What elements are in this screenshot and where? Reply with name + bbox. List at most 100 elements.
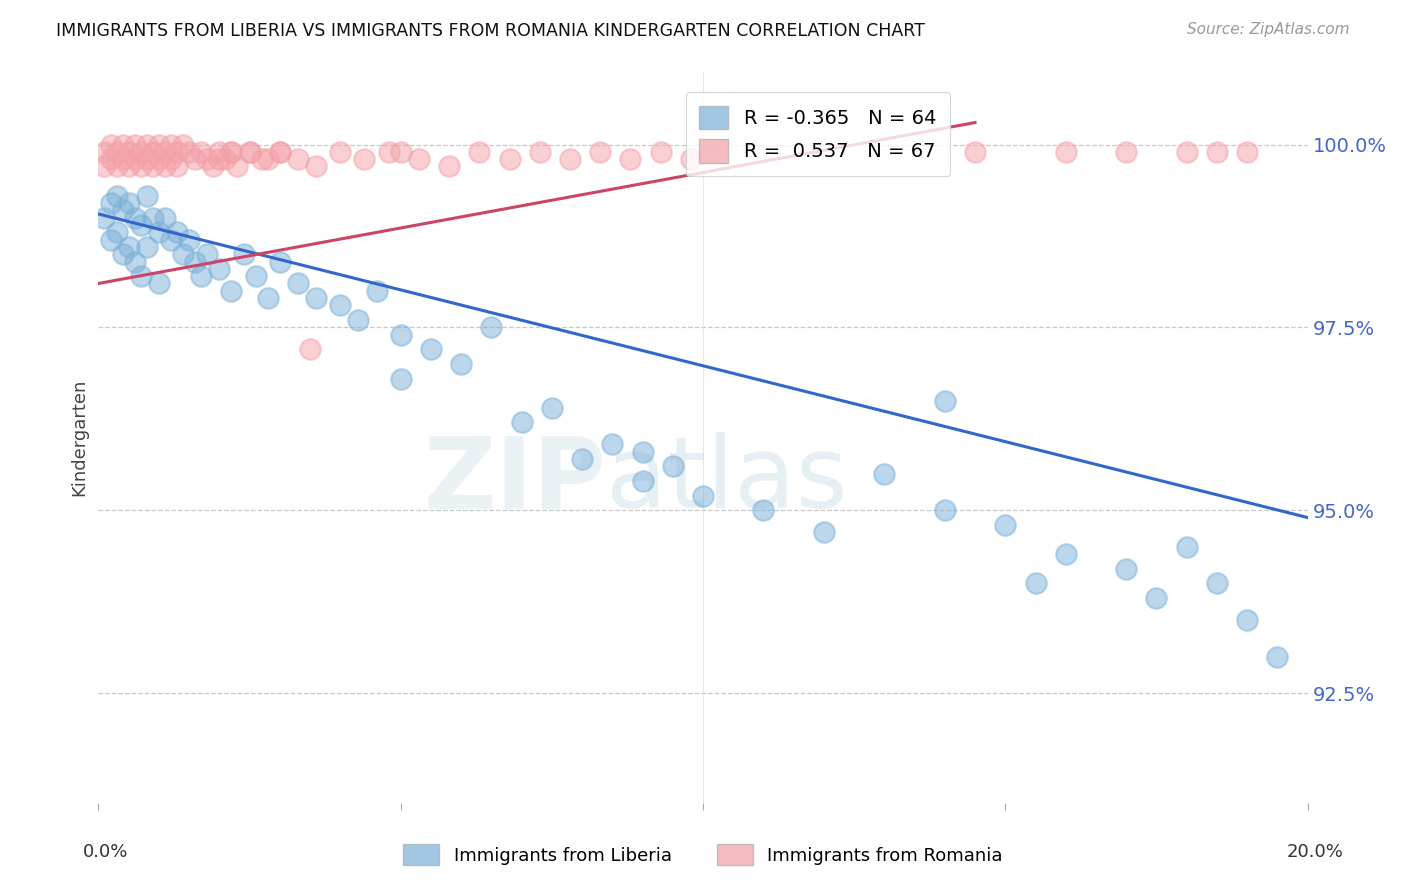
Point: [752, 503, 775, 517]
Point: [571, 452, 593, 467]
Point: [510, 416, 533, 430]
Point: [111, 137, 134, 152]
Point: [118, 145, 141, 159]
Point: [129, 160, 152, 174]
Point: [305, 160, 328, 174]
Point: [135, 152, 157, 166]
Point: [540, 401, 562, 415]
Point: [813, 525, 835, 540]
Point: [1236, 145, 1258, 159]
Point: [631, 444, 654, 458]
Point: [389, 371, 412, 385]
Point: [129, 269, 152, 284]
Point: [498, 152, 520, 166]
Point: [1236, 613, 1258, 627]
Point: [153, 145, 176, 159]
Point: [934, 503, 956, 517]
Point: [1024, 576, 1046, 591]
Point: [214, 152, 236, 166]
Point: [166, 160, 188, 174]
Point: [347, 313, 370, 327]
Point: [221, 284, 243, 298]
Point: [1206, 576, 1229, 591]
Point: [1115, 562, 1137, 576]
Text: atlas: atlas: [606, 433, 848, 530]
Point: [221, 145, 243, 159]
Point: [93, 160, 115, 174]
Text: Source: ZipAtlas.com: Source: ZipAtlas.com: [1187, 22, 1350, 37]
Point: [100, 196, 122, 211]
Text: 20.0%: 20.0%: [1286, 843, 1343, 861]
Point: [305, 291, 328, 305]
Point: [124, 137, 146, 152]
Point: [172, 137, 194, 152]
Point: [179, 145, 201, 159]
Point: [105, 188, 128, 202]
Text: 0.0%: 0.0%: [83, 843, 128, 861]
Point: [619, 152, 641, 166]
Point: [679, 152, 702, 166]
Point: [221, 145, 243, 159]
Point: [135, 137, 157, 152]
Point: [269, 145, 291, 159]
Point: [166, 225, 188, 239]
Point: [160, 152, 183, 166]
Point: [994, 517, 1017, 532]
Legend: Immigrants from Liberia, Immigrants from Romania: Immigrants from Liberia, Immigrants from…: [396, 837, 1010, 872]
Point: [389, 145, 412, 159]
Point: [153, 160, 176, 174]
Point: [287, 152, 309, 166]
Point: [135, 188, 157, 202]
Point: [208, 145, 231, 159]
Point: [129, 145, 152, 159]
Point: [160, 137, 183, 152]
Point: [172, 247, 194, 261]
Point: [208, 152, 231, 166]
Point: [100, 137, 122, 152]
Y-axis label: Kindergarten: Kindergarten: [70, 378, 89, 496]
Point: [129, 218, 152, 232]
Point: [118, 196, 141, 211]
Point: [1144, 591, 1167, 605]
Point: [256, 291, 278, 305]
Point: [184, 254, 207, 268]
Point: [558, 152, 581, 166]
Point: [589, 145, 612, 159]
Point: [602, 437, 624, 451]
Point: [166, 145, 188, 159]
Point: [269, 145, 291, 159]
Point: [111, 152, 134, 166]
Point: [450, 357, 472, 371]
Point: [245, 269, 267, 284]
Point: [299, 343, 322, 357]
Point: [239, 145, 262, 159]
Point: [1175, 540, 1198, 554]
Point: [124, 152, 146, 166]
Point: [93, 211, 115, 225]
Text: ZIP: ZIP: [423, 433, 606, 530]
Point: [148, 225, 170, 239]
Point: [93, 145, 115, 159]
Point: [873, 467, 896, 481]
Point: [250, 152, 273, 166]
Point: [105, 145, 128, 159]
Point: [1054, 547, 1077, 561]
Point: [153, 211, 176, 225]
Point: [226, 160, 249, 174]
Point: [269, 254, 291, 268]
Point: [190, 269, 212, 284]
Point: [160, 233, 183, 247]
Point: [111, 247, 134, 261]
Point: [195, 152, 218, 166]
Point: [190, 145, 212, 159]
Point: [142, 211, 165, 225]
Point: [184, 152, 207, 166]
Point: [232, 247, 254, 261]
Point: [377, 145, 399, 159]
Point: [661, 459, 683, 474]
Point: [389, 327, 412, 342]
Point: [329, 298, 352, 312]
Point: [631, 474, 654, 488]
Point: [468, 145, 491, 159]
Point: [1267, 649, 1289, 664]
